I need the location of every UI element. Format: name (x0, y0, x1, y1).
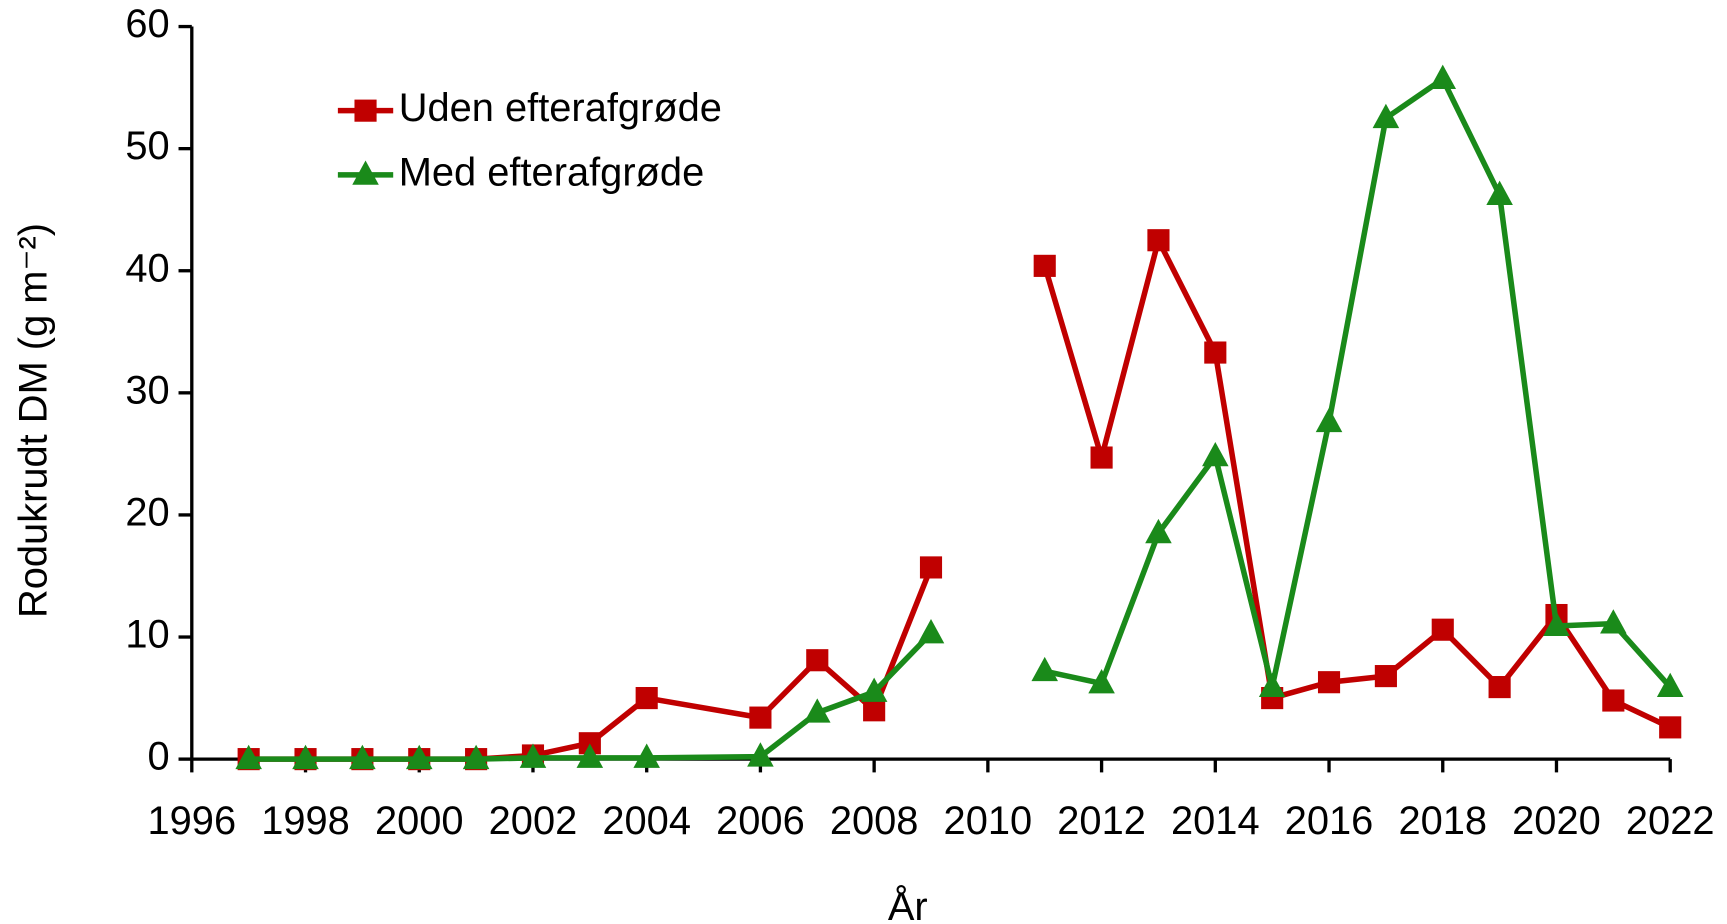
marker (1204, 341, 1227, 364)
y-axis-label: Rodukrudt DM (g m⁻²) (11, 223, 55, 618)
marker (806, 649, 829, 672)
marker (1486, 180, 1513, 206)
y-tick-label: 30 (125, 368, 169, 412)
x-tick-label: 2006 (716, 799, 805, 843)
marker (1317, 671, 1341, 694)
y-tick-label: 0 (148, 735, 170, 779)
y-tick-label: 50 (125, 124, 169, 168)
marker (1147, 229, 1170, 252)
series-line (248, 76, 1673, 762)
x-tick-label: 2000 (375, 799, 464, 843)
marker (747, 742, 774, 767)
marker (1543, 611, 1570, 636)
series-line (248, 237, 1672, 762)
x-tick-label: 2004 (602, 799, 691, 843)
legend-label: Uden efterafgrøde (399, 86, 722, 130)
y-tick-label: 20 (125, 490, 169, 534)
x-tick-label: 2016 (1285, 799, 1374, 843)
marker (576, 743, 604, 768)
y-tick-label: 60 (125, 2, 169, 46)
marker (1145, 518, 1172, 544)
marker (917, 618, 945, 644)
marker (292, 744, 319, 770)
marker (1656, 672, 1684, 698)
marker (1374, 665, 1397, 688)
marker (1431, 618, 1454, 641)
marker (1429, 64, 1457, 90)
marker (1488, 676, 1511, 699)
marker (633, 743, 660, 768)
y-tick-label: 40 (125, 246, 169, 290)
x-tick-label: 2018 (1398, 799, 1487, 843)
marker (1202, 441, 1229, 467)
marker (1258, 672, 1286, 698)
x-tick-label: 1996 (147, 799, 236, 843)
x-axis-label: År (888, 884, 928, 924)
marker (354, 99, 377, 122)
marker (863, 699, 886, 722)
marker (1090, 446, 1113, 469)
x-tick-label: 1998 (261, 799, 350, 843)
legend-label: Med efterafgrøde (399, 150, 705, 194)
marker (352, 160, 379, 185)
marker (1088, 669, 1115, 694)
marker (349, 744, 376, 770)
marker (1372, 103, 1400, 129)
marker (1659, 716, 1682, 739)
marker (749, 706, 772, 729)
marker (919, 556, 943, 579)
marker (405, 744, 433, 770)
x-tick-label: 2022 (1626, 799, 1715, 843)
x-tick-label: 2012 (1057, 799, 1146, 843)
marker (235, 744, 262, 770)
marker (1033, 254, 1056, 277)
marker (1602, 689, 1625, 712)
marker (860, 677, 888, 702)
marker (1315, 407, 1343, 433)
marker (803, 698, 831, 723)
x-tick-label: 2010 (944, 799, 1033, 843)
marker (1031, 656, 1059, 682)
x-tick-label: 2008 (830, 799, 919, 843)
x-tick-label: 2020 (1512, 799, 1601, 843)
marker (1600, 609, 1627, 634)
marker (635, 687, 658, 710)
marker (519, 743, 547, 768)
marker (462, 744, 490, 770)
x-tick-label: 2002 (489, 799, 578, 843)
x-tick-label: 2014 (1171, 799, 1260, 843)
y-tick-label: 10 (125, 613, 169, 657)
marker (578, 732, 601, 755)
